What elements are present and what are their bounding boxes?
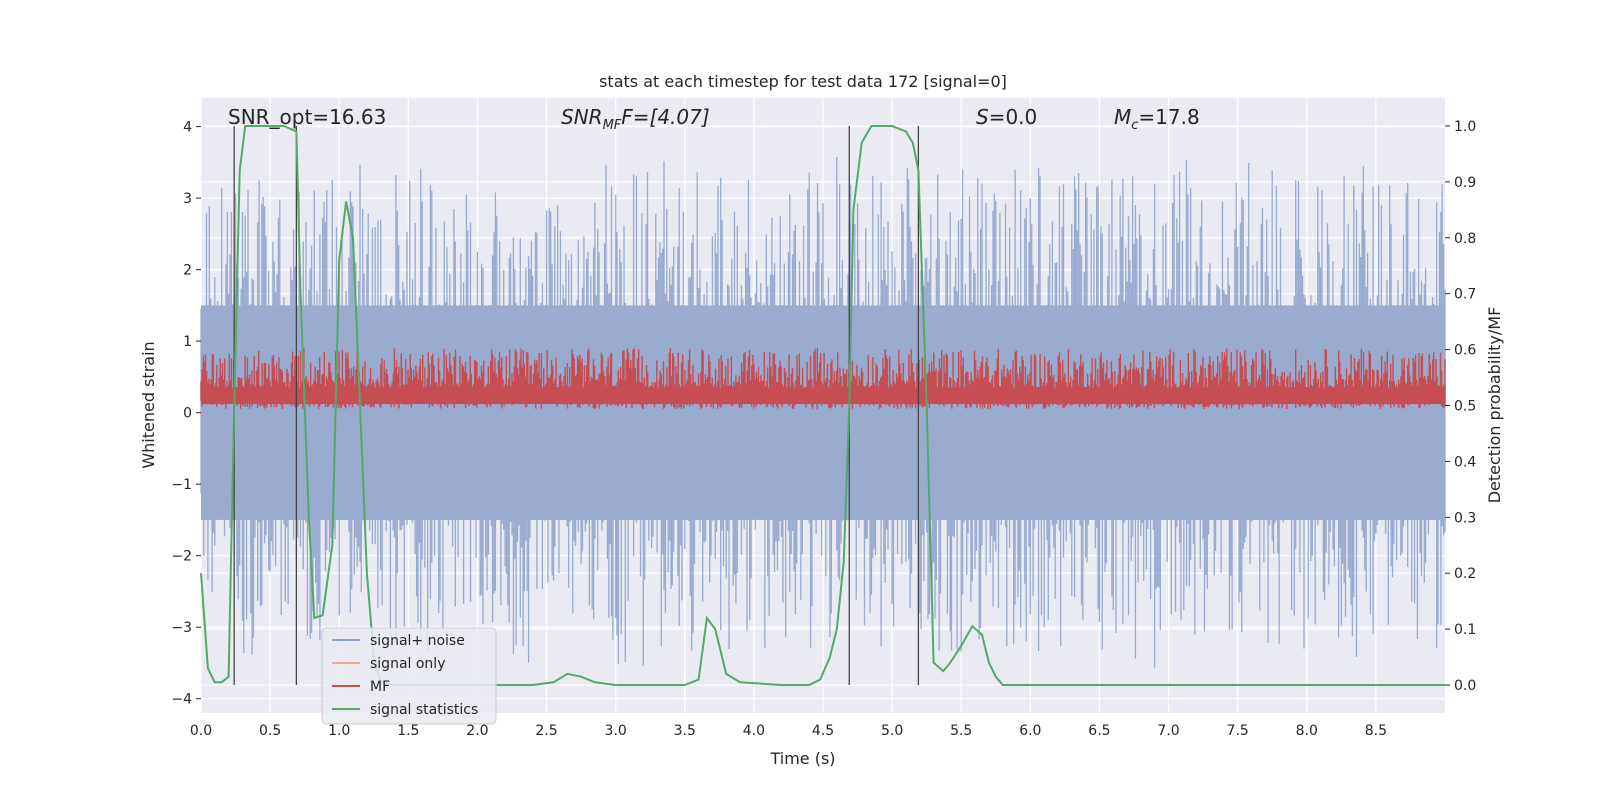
y-right-tick-label: 0.4: [1454, 454, 1476, 470]
x-tick-label: 7.5: [1227, 723, 1249, 739]
y-right-tick-label: 0.7: [1454, 287, 1476, 303]
x-tick-label: 0.5: [259, 723, 281, 739]
legend-box: [321, 627, 497, 725]
y-left-tick-label: −2: [171, 549, 192, 565]
x-tick-label: 3.5: [674, 723, 696, 739]
y-right-tick-label: 0.0: [1454, 678, 1476, 694]
x-tick-label: 5.0: [881, 723, 903, 739]
y-left-tick-label: −1: [171, 477, 192, 493]
y-right-tick-label: 0.2: [1454, 566, 1476, 582]
y-left-axis-label: Whitened strain: [139, 341, 158, 468]
y-right-tick-label: 0.8: [1454, 231, 1476, 247]
y-right-axis-label: Detection probability/MF: [1485, 307, 1504, 504]
annotation-s-value: =0.0: [989, 105, 1038, 129]
annotation-snr-mf-value: F=[4.07]: [621, 105, 709, 129]
legend: signal+ noise signal only MF signal stat…: [321, 627, 497, 725]
y-right-tick-label: 0.1: [1454, 622, 1476, 638]
annotation-snr-mf-main: SNR: [561, 105, 603, 129]
y-left-tick-label: 2: [183, 263, 192, 279]
mf-strokes: [200, 348, 1446, 410]
x-tick-label: 4.0: [743, 723, 765, 739]
x-axis-label: Time (s): [769, 749, 835, 768]
annotation-s: S=0.0: [976, 105, 1037, 129]
annotation-snr-opt: SNR_opt=16.63: [228, 105, 386, 129]
y-left-tick-label: 3: [183, 191, 192, 207]
x-axis-ticks: 0.0 0.5 1.0 1.5 2.0 2.5 3.0 3.5 4.0 4.5 5.0 5.5 6.0 6…: [190, 723, 1387, 739]
y-right-tick-label: 0.9: [1454, 175, 1476, 191]
y-left-axis-ticks: 4 3 2 1 0 −1 −2 −3 −4: [171, 120, 201, 708]
annotation-mc: Mc=17.8: [1114, 105, 1200, 133]
y-left-tick-label: −4: [171, 692, 192, 708]
y-right-tick-label: 1.0: [1454, 119, 1476, 135]
y-right-tick-label: 0.5: [1454, 399, 1476, 415]
x-tick-label: 2.5: [535, 723, 557, 739]
y-right-tick-label: 0.3: [1454, 510, 1476, 526]
x-tick-label: 7.0: [1157, 723, 1179, 739]
x-tick-label: 6.5: [1088, 723, 1110, 739]
y-left-tick-label: 0: [183, 406, 192, 422]
chart-title: stats at each timestep for test data 172…: [599, 72, 1007, 91]
x-tick-label: 1.5: [397, 723, 419, 739]
legend-label-signal-noise: signal+ noise: [370, 633, 465, 649]
y-right-axis-ticks: 1.0 0.9 0.8 0.7 0.6 0.5 0.4 0.3 0.2 0.1 0.0: [1445, 119, 1476, 694]
y-left-tick-label: −3: [171, 620, 192, 636]
annotation-mc-sub: c: [1131, 118, 1138, 133]
series-signal-noise: [200, 156, 1446, 668]
annotation-mc-main: M: [1114, 105, 1131, 129]
x-tick-label: 5.5: [950, 723, 972, 739]
x-tick-label: 8.0: [1296, 723, 1318, 739]
x-tick-label: 6.0: [1019, 723, 1041, 739]
annotation-mc-value: =17.8: [1138, 105, 1199, 129]
y-right-tick-label: 0.6: [1454, 343, 1476, 359]
x-tick-label: 1.0: [328, 723, 350, 739]
series-signal-statistics: [200, 125, 1445, 686]
annotation-s-main: S: [976, 105, 989, 129]
x-tick-label: 4.5: [812, 723, 834, 739]
annotation-snr-mf: SNRMFF=[4.07]: [561, 105, 710, 133]
x-tick-label: 3.0: [605, 723, 627, 739]
legend-label-signal-statistics: signal statistics: [370, 702, 478, 718]
y-left-tick-label: 4: [183, 120, 192, 136]
y-left-tick-label: 1: [183, 334, 192, 350]
noise-core-band: [201, 305, 1445, 520]
legend-label-mf: MF: [370, 679, 390, 695]
annotation-snr-mf-sub: MF: [603, 118, 622, 133]
x-tick-label: 0.0: [190, 723, 212, 739]
series-mf: [200, 348, 1446, 410]
legend-label-signal-only: signal only: [370, 656, 445, 672]
x-tick-label: 2.0: [466, 723, 488, 739]
x-tick-label: 8.5: [1365, 723, 1387, 739]
